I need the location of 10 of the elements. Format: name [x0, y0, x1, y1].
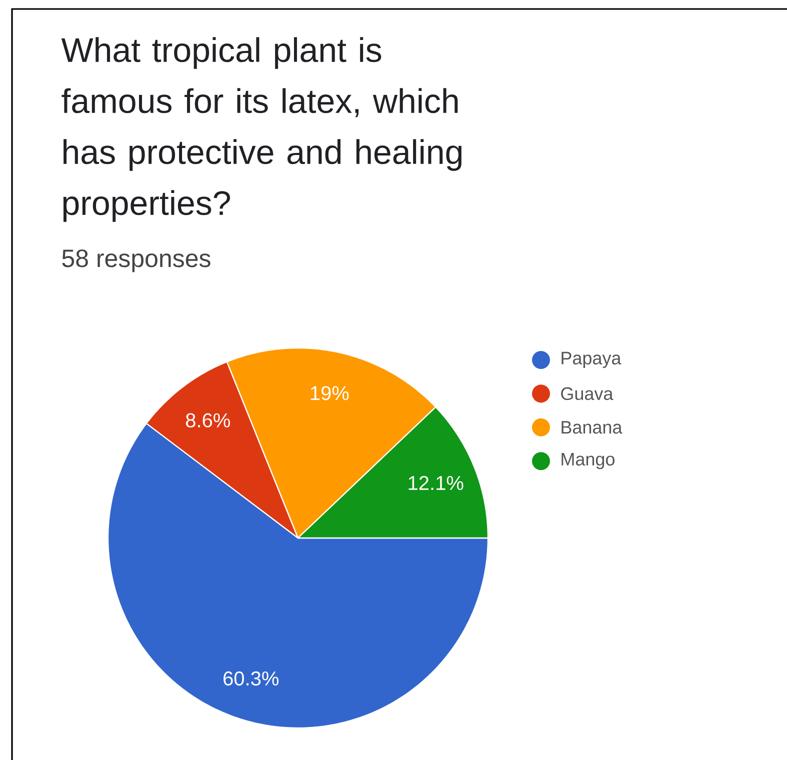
- data-label: 19%: [310, 386, 349, 400]
- legend-label: Guava: [561, 387, 614, 400]
- data-label: 12.1%: [408, 476, 464, 490]
- data-label: 60.3%: [224, 671, 279, 686]
- data-label: 8.6%: [186, 413, 230, 428]
- legend-label: Papaya: [562, 352, 622, 368]
- chart-title: What tropical plant is famous for its latex, which has protective and healing properties?: [61, 37, 462, 222]
- chart-subtitle: 58 responses: [62, 250, 210, 272]
- legend-label: Banana: [562, 421, 622, 434]
- legend-label: Mango: [562, 453, 614, 470]
